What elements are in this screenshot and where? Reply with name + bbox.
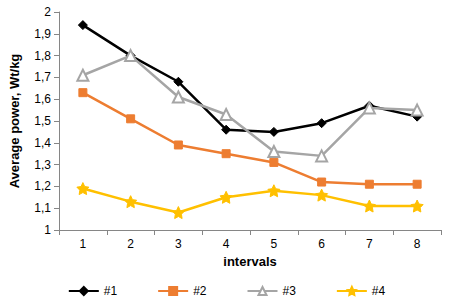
svg-text:1,3: 1,3 bbox=[34, 158, 51, 172]
svg-text:7: 7 bbox=[366, 237, 373, 251]
svg-text:#4: #4 bbox=[372, 284, 386, 298]
svg-text:4: 4 bbox=[223, 237, 230, 251]
svg-text:1,2: 1,2 bbox=[34, 179, 51, 193]
svg-text:5: 5 bbox=[271, 237, 278, 251]
svg-text:1: 1 bbox=[80, 237, 87, 251]
svg-text:6: 6 bbox=[318, 237, 325, 251]
svg-text:1,6: 1,6 bbox=[34, 92, 51, 106]
svg-text:intervals: intervals bbox=[223, 254, 276, 269]
svg-text:1,7: 1,7 bbox=[34, 70, 51, 84]
svg-text:1: 1 bbox=[44, 223, 51, 237]
svg-text:1,4: 1,4 bbox=[34, 136, 51, 150]
svg-text:1,5: 1,5 bbox=[34, 114, 51, 128]
svg-text:#1: #1 bbox=[104, 284, 118, 298]
svg-text:#2: #2 bbox=[193, 284, 207, 298]
svg-text:1,8: 1,8 bbox=[34, 49, 51, 63]
svg-text:8: 8 bbox=[414, 237, 421, 251]
svg-text:#3: #3 bbox=[283, 284, 297, 298]
svg-text:3: 3 bbox=[175, 237, 182, 251]
svg-text:2: 2 bbox=[44, 5, 51, 19]
svg-text:1,9: 1,9 bbox=[34, 27, 51, 41]
svg-text:Average power, Wt/kg: Average power, Wt/kg bbox=[7, 54, 22, 189]
svg-text:1,1: 1,1 bbox=[34, 201, 51, 215]
svg-text:2: 2 bbox=[127, 237, 134, 251]
